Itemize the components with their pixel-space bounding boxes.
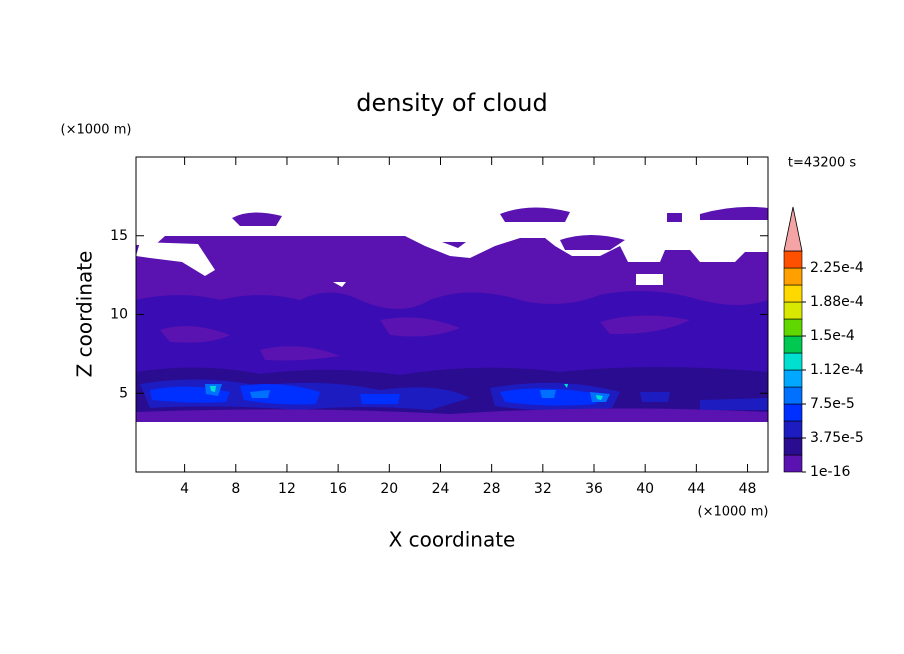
chart-title: density of cloud — [356, 89, 547, 117]
colorbar-segment — [783, 250, 803, 269]
colorbar-segment — [783, 301, 803, 320]
cloud-base — [150, 384, 600, 406]
colorbar-extension — [783, 206, 803, 252]
colorbar-segment — [783, 352, 803, 371]
cloud-core — [160, 315, 690, 361]
x-tick-label: 44 — [687, 481, 705, 497]
colorbar-tick-label: 2.25e-4 — [810, 260, 864, 276]
x-unit: (×1000 m) — [698, 505, 769, 520]
x-tick-label: 24 — [432, 481, 450, 497]
colorbar-tick-label: 1e-16 — [810, 464, 850, 480]
y-tick-label: 10 — [110, 307, 128, 323]
colorbar-tick-label: 1.5e-4 — [810, 328, 855, 344]
colorbar-segment — [783, 369, 803, 388]
colorbar-segment — [783, 318, 803, 337]
x-tick-label: 48 — [739, 481, 757, 497]
x-tick-label: 4 — [180, 481, 189, 497]
colorbar-segment — [783, 420, 803, 439]
cloud-patch — [232, 206, 768, 250]
colorbar-segment — [783, 403, 803, 422]
colorbar-segment — [783, 267, 803, 286]
x-tick-label: 32 — [534, 481, 552, 497]
colorbar-segment — [783, 437, 803, 456]
colorbar-tick-label: 7.5e-5 — [810, 396, 855, 412]
y-axis-label: Z coordinate — [73, 251, 97, 378]
x-axis-label: X coordinate — [389, 528, 516, 552]
annotation: t=43200 s — [788, 156, 856, 171]
contour-field — [136, 206, 768, 422]
x-tick-label: 16 — [329, 481, 347, 497]
colorbar-segment — [783, 335, 803, 354]
y-tick-label: 5 — [119, 385, 128, 401]
cloud-base — [136, 408, 768, 422]
x-tick-label: 36 — [585, 481, 603, 497]
colorbar-tick-label: 1.12e-4 — [810, 362, 864, 378]
y-unit: (×1000 m) — [61, 123, 132, 138]
cloud-core — [136, 291, 768, 380]
cloud-gap — [136, 242, 663, 324]
colorbar-tick-label: 3.75e-5 — [810, 430, 864, 446]
x-tick-label: 8 — [231, 481, 240, 497]
x-tick-label: 40 — [636, 481, 654, 497]
colorbar-segment — [783, 454, 803, 473]
colorbar-segment — [783, 386, 803, 405]
colorbar-tick-label: 1.88e-4 — [810, 294, 864, 310]
x-tick-label: 20 — [380, 481, 398, 497]
y-tick-label: 15 — [110, 228, 128, 244]
colorbar-segment — [783, 284, 803, 303]
x-tick-label: 12 — [278, 481, 296, 497]
x-tick-label: 28 — [483, 481, 501, 497]
